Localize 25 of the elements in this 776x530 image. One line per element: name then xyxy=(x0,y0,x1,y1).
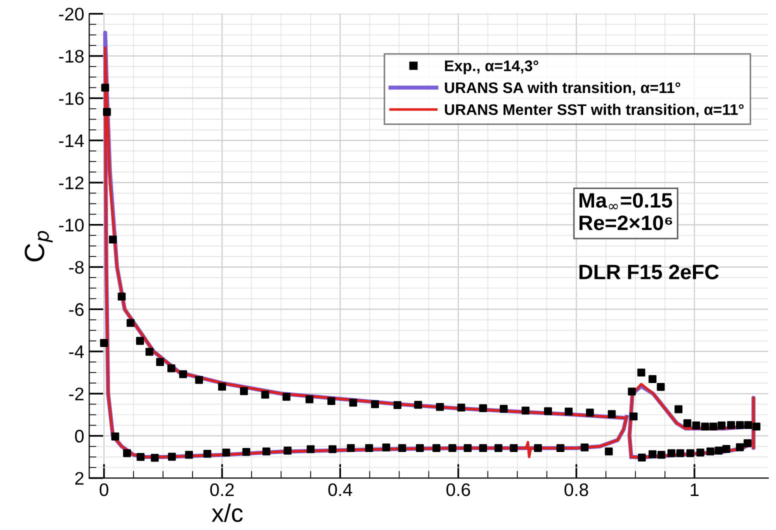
y-tick-label: -10 xyxy=(59,218,84,232)
y-tick-label: -8 xyxy=(69,260,84,274)
x-axis-title: x/c xyxy=(212,504,243,522)
y-axis-title: C$_{p}$ xyxy=(24,230,53,262)
legend-label: Exp., α=14,3° xyxy=(445,60,538,74)
y-tick-label: 0 xyxy=(75,430,84,443)
x-tick-label: 0.8 xyxy=(564,483,588,496)
y-tick-label: -18 xyxy=(59,50,84,63)
y-tick-label: -6 xyxy=(69,303,84,316)
x-tick-label: 0 xyxy=(100,483,108,496)
annotation: DLR F15 2eFC xyxy=(580,264,719,280)
y-tick-label: -12 xyxy=(59,176,84,190)
y-tick-label: -2 xyxy=(69,388,84,400)
y-tick-label: -20 xyxy=(59,8,84,20)
x-tick-label: 0.4 xyxy=(328,483,352,496)
legend-label: URANS Menter SST with transition, α=11° xyxy=(444,104,744,118)
y-tick-label: -14 xyxy=(59,134,84,147)
y-tick-label: -4 xyxy=(69,346,84,358)
legend-label: URANS SA with transition, α=11° xyxy=(444,82,680,96)
y-tick-label: -16 xyxy=(59,92,84,105)
y-tick-label: 2 xyxy=(75,472,84,485)
annotation: Ma$_{∞}$=0.15 Re=2×10⁶ xyxy=(580,193,672,230)
x-tick-label: 0.6 xyxy=(446,483,470,496)
x-tick-label: 1 xyxy=(690,484,699,496)
x-tick-label: 0.2 xyxy=(210,483,234,496)
